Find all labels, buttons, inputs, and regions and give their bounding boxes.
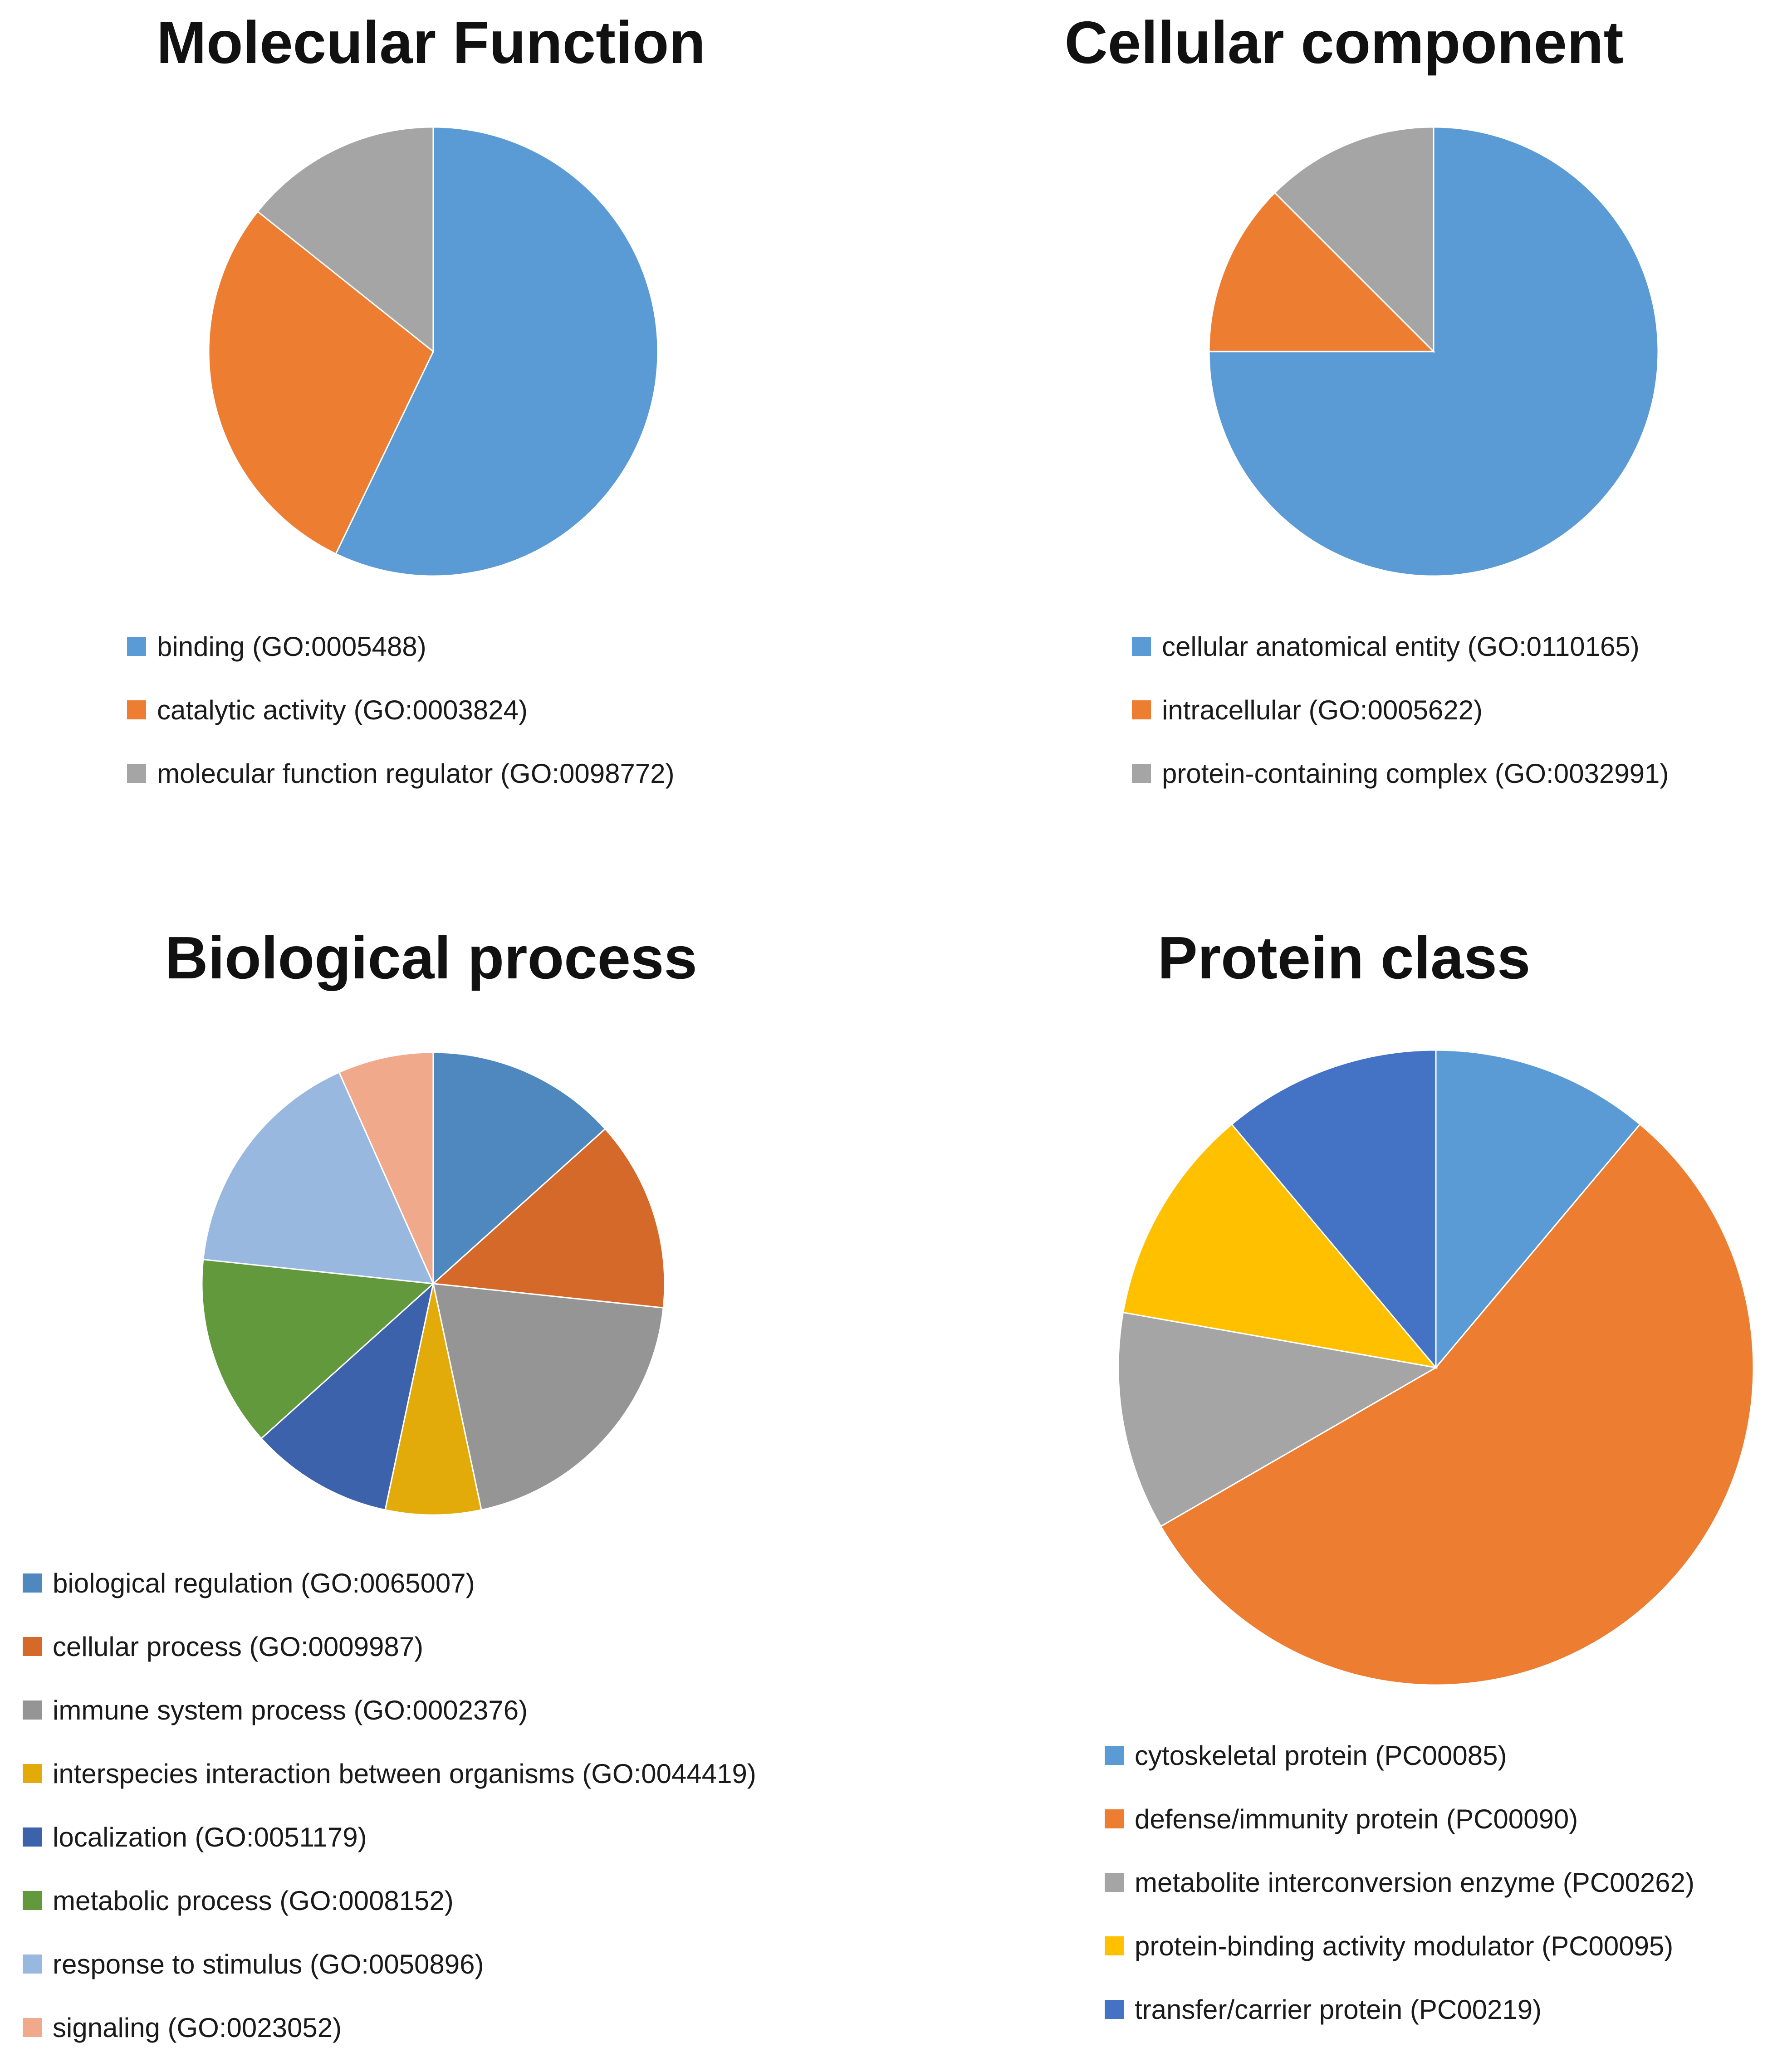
legend-swatch <box>23 1827 42 1847</box>
legend-swatch <box>23 1764 42 1783</box>
pie-slice-cytoskeletal-protein <box>1435 1049 1641 1370</box>
pie-slice-binding <box>335 126 659 577</box>
pie-slice-localization <box>260 1281 435 1511</box>
chart-panel-molecular-function: Molecular Function binding (GO:0005488) c… <box>0 0 862 862</box>
pie-slice-transfer-carrier-protein <box>1230 1049 1437 1370</box>
legend-label: biological regulation (GO:0065007) <box>53 1568 475 1598</box>
legend-item: biological regulation (GO:0065007) <box>23 1551 756 1615</box>
legend-item: molecular function regulator (GO:0098772… <box>127 742 675 805</box>
pie-slice-signaling <box>338 1051 434 1284</box>
legend-item: signaling (GO:0023052) <box>23 1996 756 2059</box>
legend-item: interspecies interaction between organis… <box>23 1742 756 1805</box>
legend-swatch <box>127 637 146 656</box>
pie-cellular-component <box>1208 126 1659 577</box>
legend-label: cellular anatomical entity (GO:0110165) <box>1162 631 1640 662</box>
legend-item: defense/immunity protein (PC00090) <box>1105 1787 1694 1851</box>
legend-swatch <box>127 700 146 719</box>
legend-swatch <box>23 1955 42 1974</box>
legend-item: metabolite interconversion enzyme (PC002… <box>1105 1851 1694 1914</box>
legend-label: interspecies interaction between organis… <box>53 1758 756 1789</box>
legend-label: catalytic activity (GO:0003824) <box>157 694 528 725</box>
legend-item: cellular anatomical entity (GO:0110165) <box>1132 615 1669 678</box>
pie-slice-protein-containing-complex <box>1273 126 1435 353</box>
legend-label: cellular process (GO:0009987) <box>53 1631 424 1662</box>
pie-slice-molecular-function-regulator <box>256 126 434 353</box>
legend-item: response to stimulus (GO:0050896) <box>23 1932 756 1996</box>
legend-biological-process: biological regulation (GO:0065007) cellul… <box>23 1551 756 2059</box>
chart-title: Molecular Function <box>156 9 706 76</box>
legend-label: intracellular (GO:0005622) <box>1162 694 1483 725</box>
legend-swatch <box>1105 2000 1124 2019</box>
legend-label: transfer/carrier protein (PC00219) <box>1135 1994 1542 2025</box>
legend-item: immune system process (GO:0002376) <box>23 1678 756 1742</box>
chart-title: Biological process <box>165 924 697 991</box>
chart-panel-cellular-component: Cellular component cellular anatomical e… <box>896 0 1792 862</box>
pie-slice-metabolite-interconversion-enzyme <box>1117 1311 1438 1528</box>
pie-slice-intracellular <box>1208 191 1435 352</box>
legend-swatch <box>23 2018 42 2037</box>
legend-item: protein-binding activity modulator (PC00… <box>1105 1914 1694 1978</box>
legend-label: protein-binding activity modulator (PC00… <box>1135 1930 1674 1961</box>
legend-swatch <box>1132 700 1151 719</box>
legend-item: intracellular (GO:0005622) <box>1132 678 1669 742</box>
pie-slice-biological-regulation <box>432 1051 607 1285</box>
legend-label: defense/immunity protein (PC00090) <box>1135 1803 1578 1834</box>
chart-panel-protein-class: Protein class cytoskeletal protein (PC00… <box>896 907 1792 2062</box>
legend-item: cytoskeletal protein (PC00085) <box>1105 1724 1694 1787</box>
pie-biological-process <box>201 1051 666 1516</box>
legend-item: protein-containing complex (GO:0032991) <box>1132 742 1669 805</box>
legend-item: catalytic activity (GO:0003824) <box>127 678 675 742</box>
legend-swatch <box>23 1637 42 1656</box>
legend-swatch <box>1105 1873 1124 1892</box>
legend-swatch <box>1105 1936 1124 1955</box>
legend-item: binding (GO:0005488) <box>127 615 675 678</box>
pie-slice-protein-binding-activity-modulator <box>1122 1123 1438 1369</box>
legend-label: immune system process (GO:0002376) <box>53 1695 528 1725</box>
pie-slice-interspecies-interaction-between-organisms <box>384 1283 482 1516</box>
legend-molecular-function: binding (GO:0005488) catalytic activity (… <box>127 615 675 805</box>
legend-protein-class: cytoskeletal protein (PC00085) defense/im… <box>1105 1724 1694 2041</box>
legend-swatch <box>1105 1809 1124 1828</box>
legend-item: transfer/carrier protein (PC00219) <box>1105 1978 1694 2041</box>
legend-label: metabolic process (GO:0008152) <box>53 1885 454 1916</box>
legend-swatch <box>1132 637 1151 656</box>
legend-swatch <box>1105 1746 1124 1765</box>
pie-molecular-function <box>208 126 659 577</box>
pie-slice-defense-immunity-protein <box>1160 1123 1754 1686</box>
pie-slice-cellular-process <box>431 1128 666 1309</box>
chart-panel-biological-process: Biological process biological regulation… <box>0 907 896 2062</box>
legend-item: metabolic process (GO:0008152) <box>23 1869 756 1932</box>
pie-slice-response-to-stimulus <box>202 1071 435 1285</box>
pie-protein-class <box>1117 1049 1754 1686</box>
legend-label: localization (GO:0051179) <box>53 1822 367 1852</box>
legend-label: signaling (GO:0023052) <box>53 2012 342 2043</box>
legend-swatch <box>23 1891 42 1910</box>
chart-title: Cellular component <box>1064 9 1624 76</box>
legend-swatch <box>23 1573 42 1593</box>
legend-label: metabolite interconversion enzyme (PC002… <box>1135 1867 1694 1898</box>
legend-cellular-component: cellular anatomical entity (GO:0110165) i… <box>1132 615 1669 805</box>
legend-item: cellular process (GO:0009987) <box>23 1615 756 1678</box>
legend-label: cytoskeletal protein (PC00085) <box>1135 1740 1507 1771</box>
legend-swatch <box>127 764 146 783</box>
legend-label: response to stimulus (GO:0050896) <box>53 1949 484 1979</box>
pie-slice-catalytic-activity <box>208 210 434 555</box>
pie-slice-metabolic-process <box>201 1259 435 1440</box>
pie-slice-immune-system-process <box>432 1283 664 1511</box>
legend-swatch <box>1132 764 1151 783</box>
legend-label: molecular function regulator (GO:0098772… <box>157 758 675 789</box>
legend-label: binding (GO:0005488) <box>157 631 426 662</box>
legend-item: localization (GO:0051179) <box>23 1805 756 1869</box>
chart-title: Protein class <box>1157 924 1531 991</box>
legend-swatch <box>23 1700 42 1720</box>
legend-label: protein-containing complex (GO:0032991) <box>1162 758 1669 789</box>
